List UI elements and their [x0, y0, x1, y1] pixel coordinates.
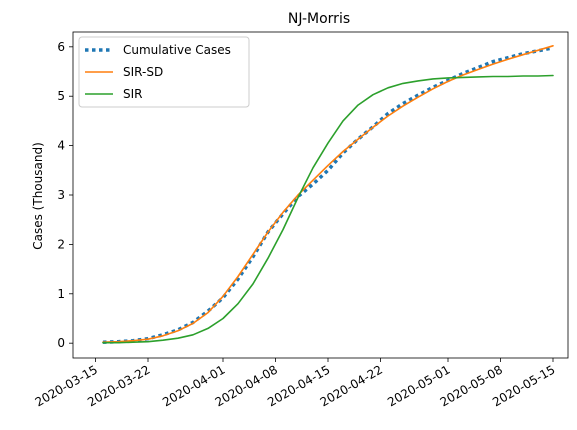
- legend-label-0: Cumulative Cases: [123, 43, 231, 57]
- y-tick-label: 6: [57, 40, 65, 54]
- y-tick-label: 5: [57, 89, 65, 103]
- chart-title: NJ-Morris: [288, 11, 350, 27]
- legend-box: [78, 36, 250, 108]
- y-tick-label: 2: [57, 237, 65, 251]
- y-tick-label: 3: [57, 188, 65, 202]
- legend-label-2: SIR: [123, 87, 143, 101]
- y-tick-label: 0: [57, 336, 65, 350]
- legend: Cumulative Cases SIR-SD SIR: [78, 36, 250, 108]
- y-axis-label: Cases (Thousand): [31, 142, 45, 250]
- series-line-2: [102, 74, 554, 344]
- y-tick-label: 1: [57, 287, 65, 301]
- series-line-1: [102, 44, 554, 344]
- legend-label-1: SIR-SD: [123, 65, 163, 79]
- plot-area: [102, 44, 554, 344]
- y-tick-label: 4: [57, 139, 65, 153]
